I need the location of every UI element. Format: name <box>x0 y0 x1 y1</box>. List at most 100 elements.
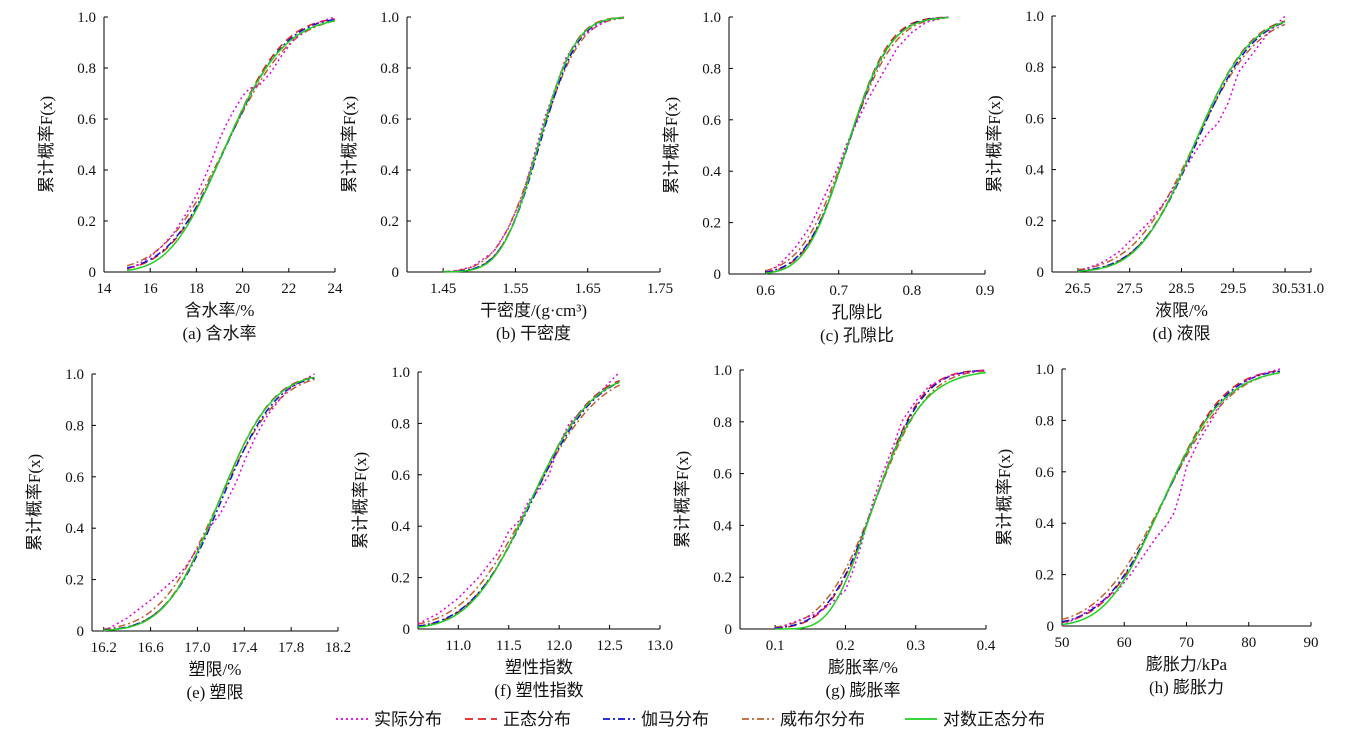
x-tick-label: 90 <box>1304 635 1319 651</box>
y-tick-label: 0 <box>89 265 97 281</box>
x-tick-label: 11.5 <box>496 638 522 654</box>
y-tick-label: 0.2 <box>391 571 410 587</box>
series-line-empirical <box>765 16 949 275</box>
y-tick-label: 1.0 <box>65 367 84 383</box>
chart-panel-c: 0 0.2 0.4 0.6 0.8 1.0 0.6 0.7 0.8 0.9 孔隙比 (c) 孔隙比 累计… <box>662 10 994 345</box>
series-line-weibull <box>775 370 987 628</box>
x-tick-label: 17.4 <box>231 640 258 656</box>
y-tick-label: 0.8 <box>1035 413 1054 429</box>
y-tick-label: 0.6 <box>1025 111 1044 127</box>
y-tick-label: 0.6 <box>65 470 84 486</box>
series-line-normal <box>417 379 620 628</box>
y-tick-label: 0.6 <box>713 467 732 483</box>
y-axis-label: 累计概率F(x) <box>351 452 370 549</box>
series-line-gamma <box>1077 21 1286 272</box>
x-axis-label: 膨胀力/kPa <box>1146 655 1228 674</box>
x-axis-label: 含水率/% <box>185 301 255 320</box>
series-line-normal <box>765 16 949 274</box>
y-axis-label: 累计概率F(x) <box>985 95 1004 192</box>
x-tick-label: 30.5 <box>1272 281 1298 297</box>
x-tick-label: 0.9 <box>976 283 995 299</box>
y-tick-label: 0.4 <box>380 163 399 179</box>
y-tick-label: 0.2 <box>65 573 84 589</box>
y-tick-label: 0.8 <box>77 61 96 77</box>
legend-label: 威布尔分布 <box>780 710 865 729</box>
series-line-empirical <box>1077 15 1286 273</box>
series-line-gamma <box>126 18 336 269</box>
x-tick-label: 16.6 <box>137 640 164 656</box>
panel-caption: (c) 孔隙比 <box>820 326 894 345</box>
y-tick-label: 0.8 <box>713 415 732 431</box>
y-tick-label: 0.6 <box>702 113 721 129</box>
series-line-empirical <box>417 371 621 625</box>
x-tick-label: 0.8 <box>902 283 921 299</box>
y-tick-label: 0.8 <box>380 61 399 77</box>
x-tick-label: 22 <box>281 281 296 297</box>
y-tick-label: 0 <box>77 624 85 640</box>
series-line-weibull <box>126 20 336 267</box>
x-tick-label: 70 <box>1179 635 1194 651</box>
y-tick-label: 1.0 <box>702 10 721 26</box>
y-tick-label: 0.2 <box>77 214 96 230</box>
x-tick-label: 16.2 <box>91 640 117 656</box>
x-tick-label: 80 <box>1241 635 1256 651</box>
series-line-gamma <box>443 16 624 273</box>
chart-panel-d: 0 0.2 0.4 0.6 0.8 1.0 26.5 27.5 28.5 29.5 30.5 31.0… <box>985 9 1324 343</box>
panel-caption: (e) 塑限 <box>186 683 243 702</box>
y-tick-label: 0.4 <box>1035 516 1054 532</box>
y-tick-label: 0.6 <box>391 468 410 484</box>
legend: 实际分布 正态分布 伽马分布 威布尔分布 对数正态分布 <box>336 710 1045 729</box>
series-line-gamma <box>1061 370 1280 623</box>
panel-caption: (h) 膨胀力 <box>1149 678 1224 697</box>
y-tick-label: 0.2 <box>1035 568 1054 584</box>
series-line-normal <box>1061 370 1280 624</box>
x-tick-label: 18.2 <box>325 640 351 656</box>
y-tick-label: 0.2 <box>380 214 399 230</box>
y-tick-label: 0.4 <box>1025 163 1044 179</box>
y-tick-label: 0 <box>1037 265 1045 281</box>
y-tick-label: 1.0 <box>1035 362 1054 378</box>
x-tick-label: 24 <box>328 281 344 297</box>
y-tick-label: 0.8 <box>391 416 410 432</box>
series-line-empirical <box>450 16 624 273</box>
series-line-lognormal <box>443 16 624 273</box>
x-tick-label: 50 <box>1055 635 1070 651</box>
series-line-gamma <box>765 16 949 273</box>
series-line-gamma <box>775 369 987 629</box>
series-line-lognormal <box>1077 21 1286 272</box>
y-tick-label: 0.2 <box>713 570 732 586</box>
x-axis-label: 孔隙比 <box>832 303 883 322</box>
y-tick-label: 1.0 <box>380 10 399 26</box>
series-line-gamma <box>417 381 620 627</box>
y-tick-label: 0.4 <box>702 164 721 180</box>
panel-caption: (d) 液限 <box>1152 324 1210 343</box>
x-tick-label: 28.5 <box>1168 281 1194 297</box>
x-tick-label: 1.75 <box>647 281 673 297</box>
y-tick-label: 0.6 <box>1035 465 1054 481</box>
y-tick-label: 0 <box>392 265 400 281</box>
y-axis-label: 累计概率F(x) <box>37 96 56 193</box>
series-line-empirical <box>103 373 315 632</box>
y-tick-label: 0 <box>1047 619 1055 635</box>
x-tick-label: 0.6 <box>756 283 775 299</box>
y-tick-label: 1.0 <box>1025 9 1044 25</box>
x-axis-label: 干密度/(g·cm³) <box>480 301 587 320</box>
y-tick-label: 0.8 <box>702 61 721 77</box>
x-tick-label: 26.5 <box>1065 281 1091 297</box>
legend-label: 对数正态分布 <box>943 710 1045 729</box>
series-line-weibull <box>443 17 624 273</box>
series-line-gamma <box>103 377 315 631</box>
x-tick-label: 17.8 <box>278 640 304 656</box>
y-axis-label: 累计概率F(x) <box>673 451 692 548</box>
series-line-normal <box>1077 20 1286 272</box>
y-tick-label: 0.4 <box>391 519 410 535</box>
series-line-empirical <box>1061 368 1281 627</box>
x-tick-label: 1.55 <box>502 281 528 297</box>
panel-caption: (g) 膨胀率 <box>825 681 900 700</box>
x-tick-label: 14 <box>97 281 113 297</box>
x-tick-label: 16 <box>143 281 159 297</box>
chart-panel-h: 0 0.2 0.4 0.6 0.8 1.0 50 60 70 80 90 膨胀力/kPa (h) 膨胀力… <box>995 362 1319 697</box>
legend-label: 伽马分布 <box>641 710 709 729</box>
series-line-lognormal <box>1061 372 1281 626</box>
y-tick-label: 0.4 <box>77 163 96 179</box>
